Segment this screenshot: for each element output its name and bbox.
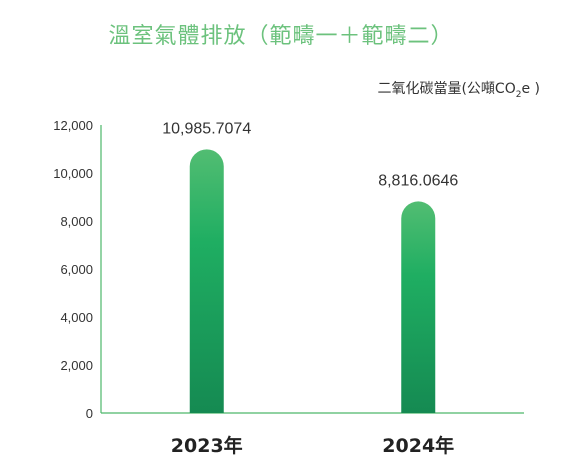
y-tick-label: 6,000: [60, 262, 93, 277]
unit-subscript: 2: [515, 89, 522, 100]
y-tick-label: 0: [86, 406, 93, 421]
axes: 0 2,000 4,000 6,000 8,000 10,000 12,000: [53, 118, 524, 421]
x-category-label: 2023年: [171, 434, 243, 457]
chart-title: 溫室氣體排放（範疇一＋範疇二）: [108, 24, 454, 49]
bar-2024: [401, 201, 436, 413]
bar-2023: [189, 149, 224, 413]
y-tick-label: 2,000: [60, 358, 93, 373]
x-category-label: 2024年: [382, 434, 454, 457]
data-label: 10,985.7074: [162, 120, 251, 137]
unit-suffix: e ): [521, 81, 540, 97]
unit-prefix: 二氧化碳當量(公噸CO: [377, 81, 516, 97]
labels: 10,985.7074 2023年 8,816.0646 2024年: [162, 120, 458, 457]
y-tick-label: 12,000: [53, 118, 93, 133]
y-tick-label: 10,000: [53, 166, 93, 181]
bars: [189, 149, 436, 413]
y-tick-label: 8,000: [60, 214, 93, 229]
unit-label: 二氧化碳當量(公噸CO2e ): [377, 78, 540, 100]
y-tick-label: 4,000: [60, 310, 93, 325]
data-label: 8,816.0646: [378, 172, 458, 189]
